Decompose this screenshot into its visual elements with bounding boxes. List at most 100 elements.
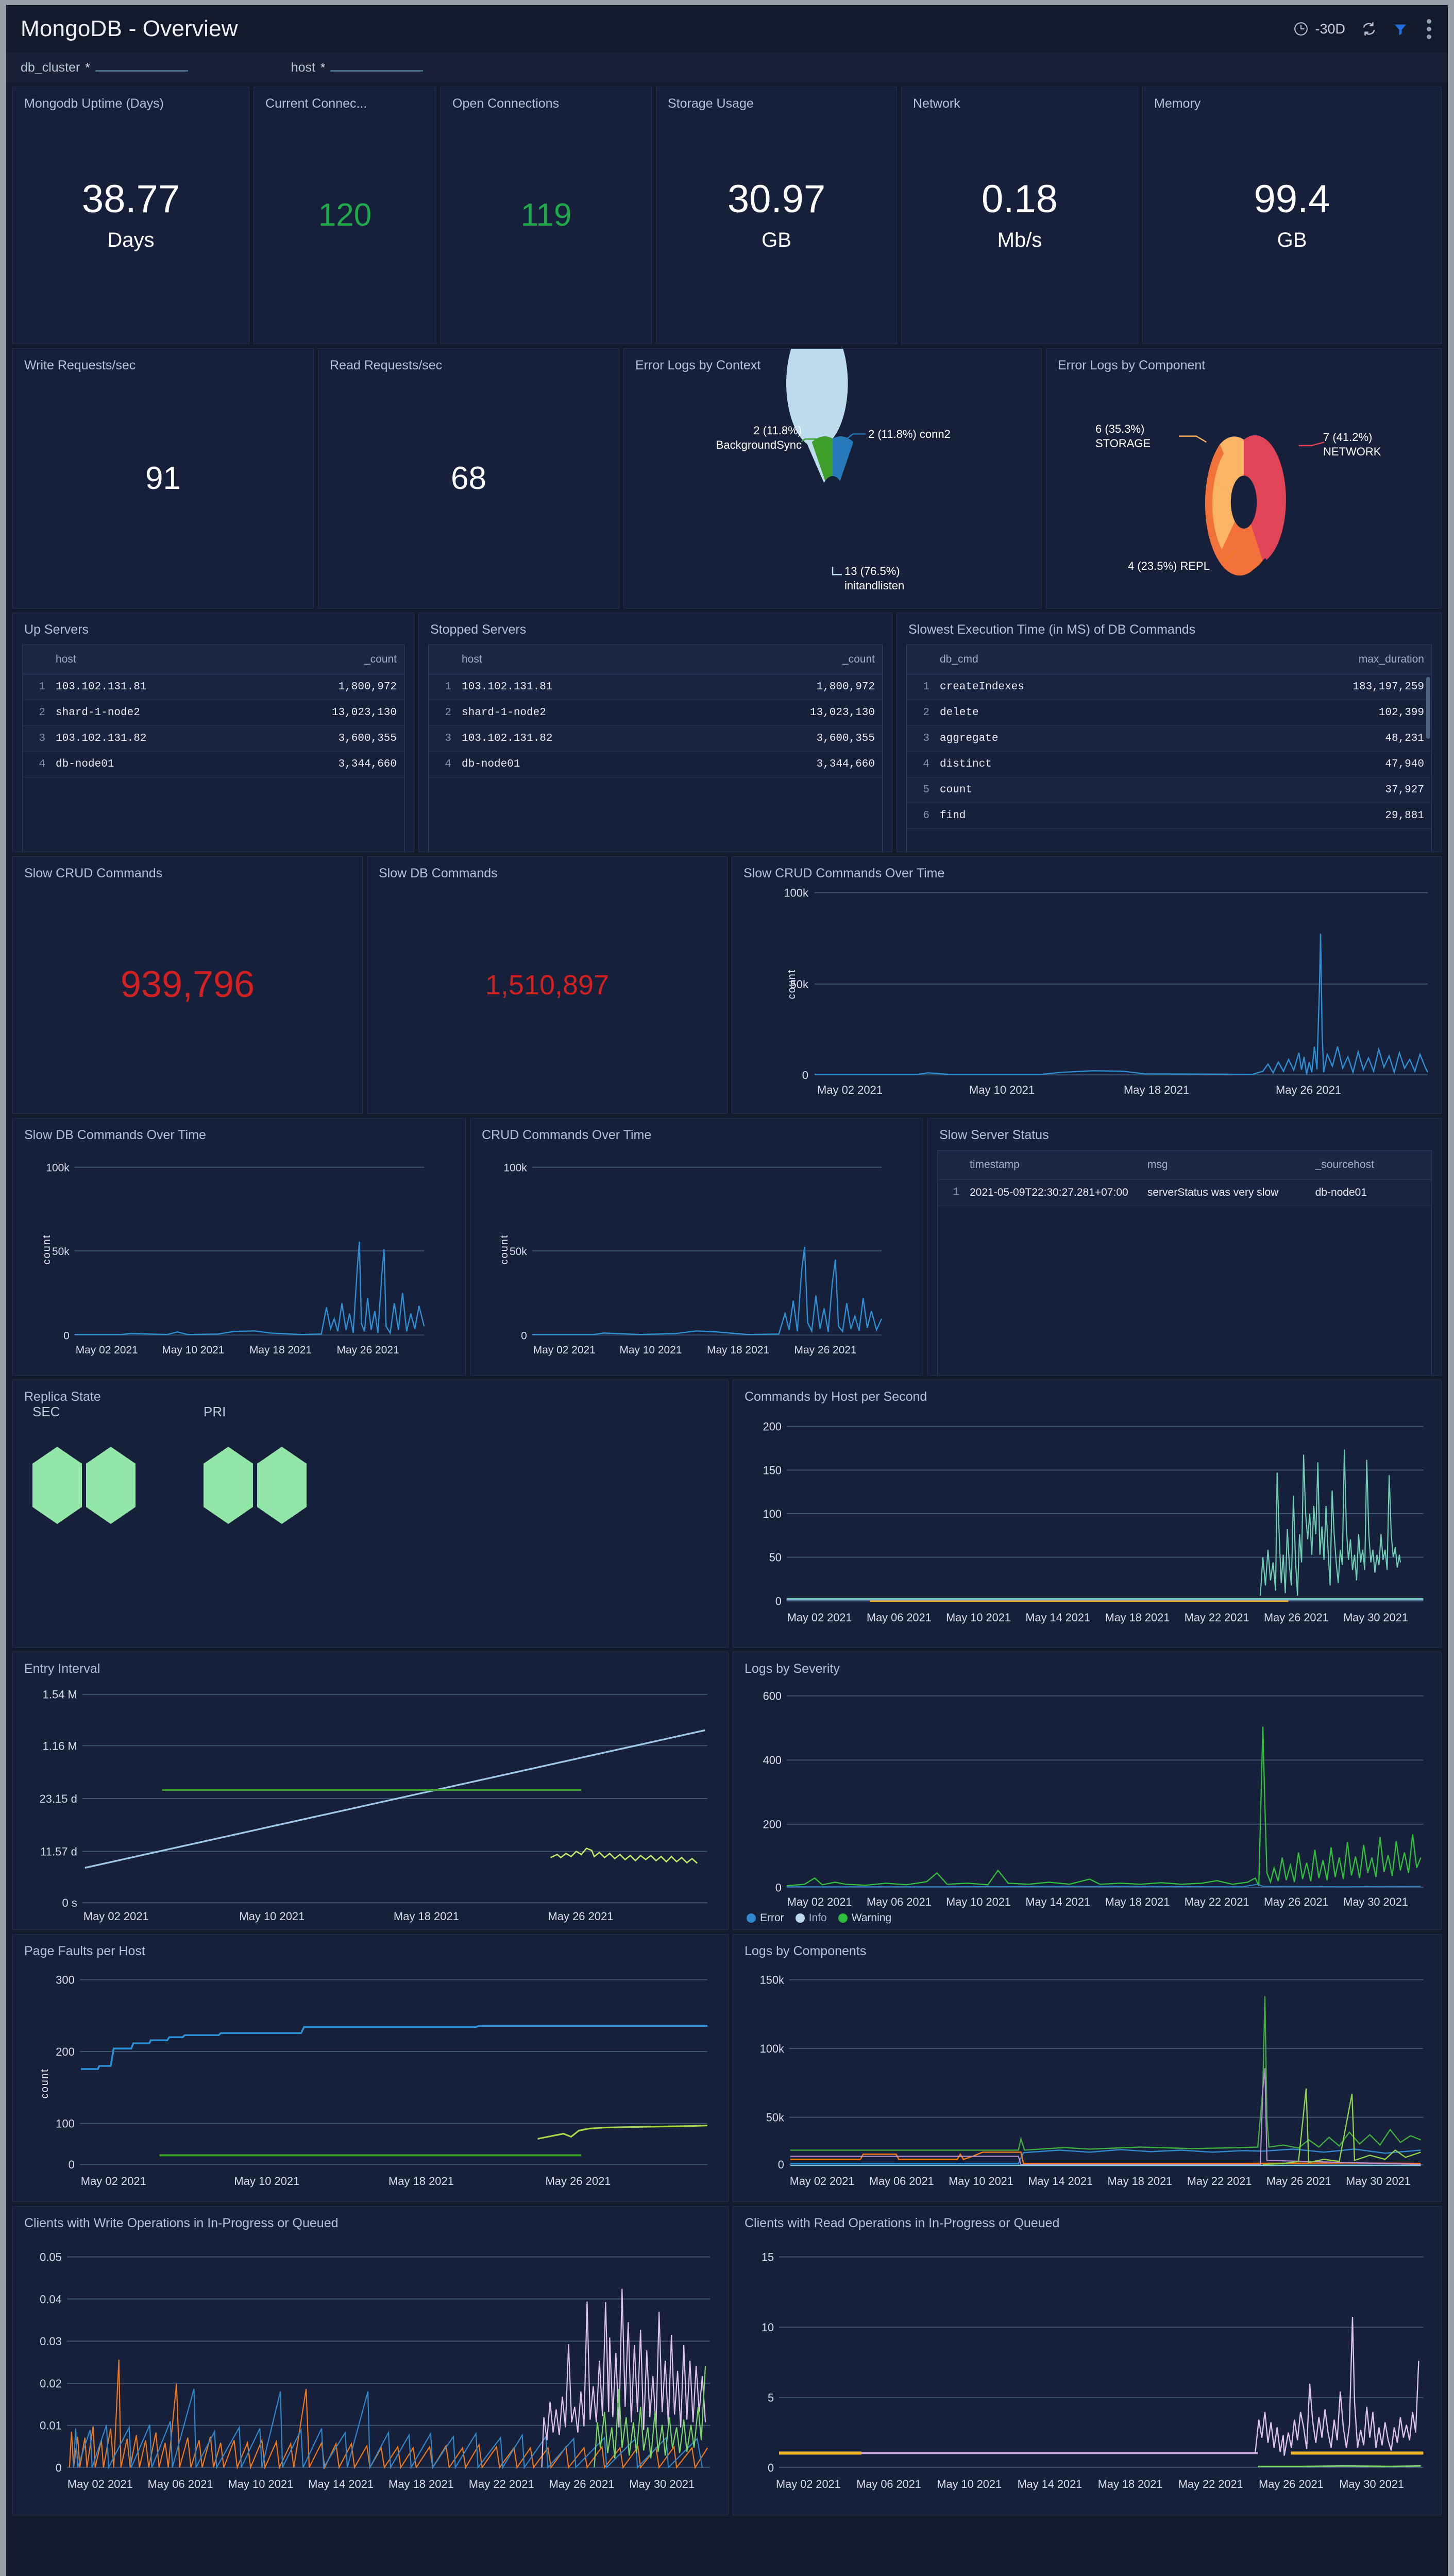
- col-msg[interactable]: msg: [1140, 1150, 1308, 1180]
- refresh-icon[interactable]: [1361, 21, 1377, 37]
- donut-label-backgroundsync: 2 (11.8%) BackgroundSync: [716, 424, 802, 451]
- db-cluster-input[interactable]: [95, 70, 188, 72]
- svg-text:May 26 2021: May 26 2021: [548, 1910, 614, 1923]
- panel-memory[interactable]: Memory 99.4 GB: [1142, 87, 1442, 344]
- chart-slow-crud-over-time: 100k 50k 0 count May 02 2021 May 10 2021…: [732, 857, 1441, 1113]
- panel-page-faults-per-host[interactable]: Page Faults per Host 300 200 100 0 count…: [12, 1934, 729, 2202]
- up-servers-table[interactable]: host _count 1 103.102.131.81 1,800,972 2 sh…: [22, 645, 404, 852]
- panel-logs-by-components[interactable]: Logs by Components 150k 100k 50k 0 May 0…: [733, 1934, 1442, 2202]
- svg-text:600: 600: [763, 1690, 782, 1703]
- svg-text:May 26 2021: May 26 2021: [1264, 1895, 1329, 1908]
- panel-network[interactable]: Network 0.18 Mb/s: [901, 87, 1138, 344]
- legend-item-warning[interactable]: Warning: [838, 1912, 891, 1924]
- panel-error-logs-by-context[interactable]: Error Logs by Context: [623, 348, 1042, 608]
- col-sourcehost[interactable]: _sourcehost: [1308, 1150, 1431, 1180]
- col-count[interactable]: _count: [226, 645, 404, 674]
- panel-replica-state[interactable]: Replica State SEC PRI: [12, 1380, 729, 1648]
- panel-title: Slow CRUD Commands: [24, 866, 163, 880]
- panel-clients-read-ops[interactable]: Clients with Read Operations in In-Progr…: [733, 2206, 1442, 2515]
- svg-text:May 18 2021: May 18 2021: [1105, 1611, 1170, 1624]
- more-vertical-icon[interactable]: [1424, 19, 1434, 39]
- stat-value-open-connections: 119: [520, 197, 572, 233]
- svg-text:May 10 2021: May 10 2021: [234, 2175, 299, 2188]
- time-range-picker[interactable]: -30D: [1293, 21, 1345, 37]
- app-header: MongoDB - Overview -30D: [6, 5, 1448, 53]
- legend-label-error: Error: [760, 1912, 784, 1924]
- panel-title: Open Connections: [452, 96, 560, 111]
- svg-text:100k: 100k: [784, 887, 808, 900]
- panel-slow-db-commands[interactable]: Slow DB Commands 1,510,897: [367, 856, 728, 1114]
- table-row: 2 shard-1-node2 13,023,130: [23, 700, 404, 726]
- stopped-servers-table[interactable]: host _count 1 103.102.131.81 1,800,972 2 sh…: [428, 645, 883, 852]
- panel-current-connections[interactable]: Current Connec... 120: [253, 87, 436, 344]
- panel-mongodb-uptime[interactable]: Mongodb Uptime (Days) 38.77 Days: [12, 87, 249, 344]
- svg-text:100: 100: [56, 2117, 75, 2130]
- header-actions: -30D: [1293, 19, 1434, 39]
- panel-slow-db-over-time[interactable]: Slow DB Commands Over Time 100k 50k 0 co…: [12, 1118, 466, 1376]
- replica-group-pri: PRI: [204, 1404, 307, 1524]
- col-host[interactable]: host: [454, 645, 668, 674]
- svg-text:May 18 2021: May 18 2021: [388, 2478, 454, 2490]
- replica-group-label: SEC: [32, 1404, 60, 1419]
- svg-text:50k: 50k: [766, 2111, 784, 2124]
- svg-text:0.01: 0.01: [40, 2419, 62, 2432]
- panel-open-connections[interactable]: Open Connections 119: [441, 87, 652, 344]
- svg-text:150: 150: [763, 1464, 782, 1477]
- panel-write-requests[interactable]: Write Requests/sec 91: [12, 348, 314, 608]
- panel-up-servers[interactable]: Up Servers host _count 1 103.102.131.81 1,…: [12, 613, 414, 852]
- panel-error-logs-by-component[interactable]: Error Logs by Component: [1046, 348, 1442, 608]
- panel-slowest-execution-time[interactable]: Slowest Execution Time (in MS) of DB Com…: [897, 613, 1442, 852]
- stat-value-memory: 99.4: [1254, 177, 1330, 221]
- clients-row: Clients with Write Operations in In-Prog…: [12, 2206, 1442, 2515]
- col-db-cmd[interactable]: db_cmd: [933, 645, 1182, 674]
- panel-read-requests[interactable]: Read Requests/sec 68: [318, 348, 619, 608]
- svg-text:May 10 2021: May 10 2021: [949, 2175, 1013, 2188]
- filter-db-cluster[interactable]: db_cluster *: [21, 60, 188, 75]
- panel-stopped-servers[interactable]: Stopped Servers host _count 1 103.102.131…: [418, 613, 892, 852]
- filter-required-marker: *: [85, 60, 90, 75]
- slowest-exec-rows: 1 createIndexes 183,197,259 2 delete 102,399…: [907, 674, 1431, 829]
- panel-slow-server-status[interactable]: Slow Server Status timestamp msg _source…: [927, 1118, 1442, 1376]
- filter-icon[interactable]: [1393, 21, 1408, 37]
- legend-item-error[interactable]: Error: [747, 1912, 784, 1924]
- svg-text:0.05: 0.05: [40, 2251, 62, 2264]
- filter-host[interactable]: host *: [291, 60, 424, 75]
- col-count[interactable]: _count: [668, 645, 882, 674]
- panel-slow-crud-over-time[interactable]: Slow CRUD Commands Over Time 100k 50k 0 …: [732, 856, 1442, 1114]
- svg-text:1.16 M: 1.16 M: [43, 1739, 77, 1752]
- svg-text:0: 0: [775, 1595, 782, 1607]
- panel-title: Storage Usage: [668, 96, 754, 111]
- panel-storage-usage[interactable]: Storage Usage 30.97 GB: [656, 87, 897, 344]
- donut-label-conn2: 2 (11.8%) conn2: [868, 428, 951, 440]
- slow-commands-row: Slow CRUD Commands 939,796 Slow DB Comma…: [12, 856, 1442, 1114]
- time-range-label: -30D: [1315, 21, 1345, 37]
- panel-clients-write-ops[interactable]: Clients with Write Operations in In-Prog…: [12, 2206, 729, 2515]
- col-timestamp[interactable]: timestamp: [962, 1150, 1140, 1180]
- svg-text:May 02 2021: May 02 2021: [533, 1344, 596, 1356]
- stat-value-write-requests: 91: [145, 460, 181, 496]
- panel-slow-crud-commands[interactable]: Slow CRUD Commands 939,796: [12, 856, 363, 1114]
- table-scrollbar[interactable]: [1426, 677, 1430, 739]
- svg-text:May 02 2021: May 02 2021: [787, 1611, 852, 1624]
- col-host[interactable]: host: [48, 645, 226, 674]
- legend-item-info[interactable]: Info: [795, 1912, 827, 1924]
- slowest-exec-table[interactable]: db_cmd max_duration 1 createIndexes 183,19…: [906, 645, 1432, 852]
- panel-logs-by-severity[interactable]: Logs by Severity 600 400 200 0 May 02 20…: [733, 1652, 1442, 1930]
- svg-text:May 26 2021: May 26 2021: [1266, 2175, 1331, 2188]
- svg-text:May 02 2021: May 02 2021: [83, 1910, 149, 1923]
- col-max-duration[interactable]: max_duration: [1182, 645, 1431, 674]
- panel-entry-interval[interactable]: Entry Interval 1.54 M 1.16 M 23.15 d 11.…: [12, 1652, 729, 1930]
- table-row: 1 103.102.131.81 1,800,972: [23, 674, 404, 700]
- replica-hex: [204, 1447, 253, 1524]
- slow-server-status-table[interactable]: timestamp msg _sourcehost 1 2021-05-09T2…: [937, 1150, 1432, 1375]
- svg-text:May 18 2021: May 18 2021: [1108, 2175, 1173, 2188]
- stat-value-slow-db: 1,510,897: [485, 969, 610, 1001]
- panel-commands-by-host[interactable]: Commands by Host per Second 200 150 100 …: [733, 1380, 1442, 1648]
- svg-text:May 10 2021: May 10 2021: [937, 2478, 1002, 2490]
- host-input[interactable]: [330, 70, 424, 72]
- legend-label-info: Info: [808, 1912, 827, 1924]
- table-row: 4 db-node01 3,344,660: [23, 751, 404, 777]
- table-row: 3 aggregate 48,231: [907, 725, 1431, 752]
- panel-crud-over-time[interactable]: CRUD Commands Over Time 100k 50k 0 count…: [470, 1118, 923, 1376]
- svg-text:May 26 2021: May 26 2021: [337, 1344, 399, 1356]
